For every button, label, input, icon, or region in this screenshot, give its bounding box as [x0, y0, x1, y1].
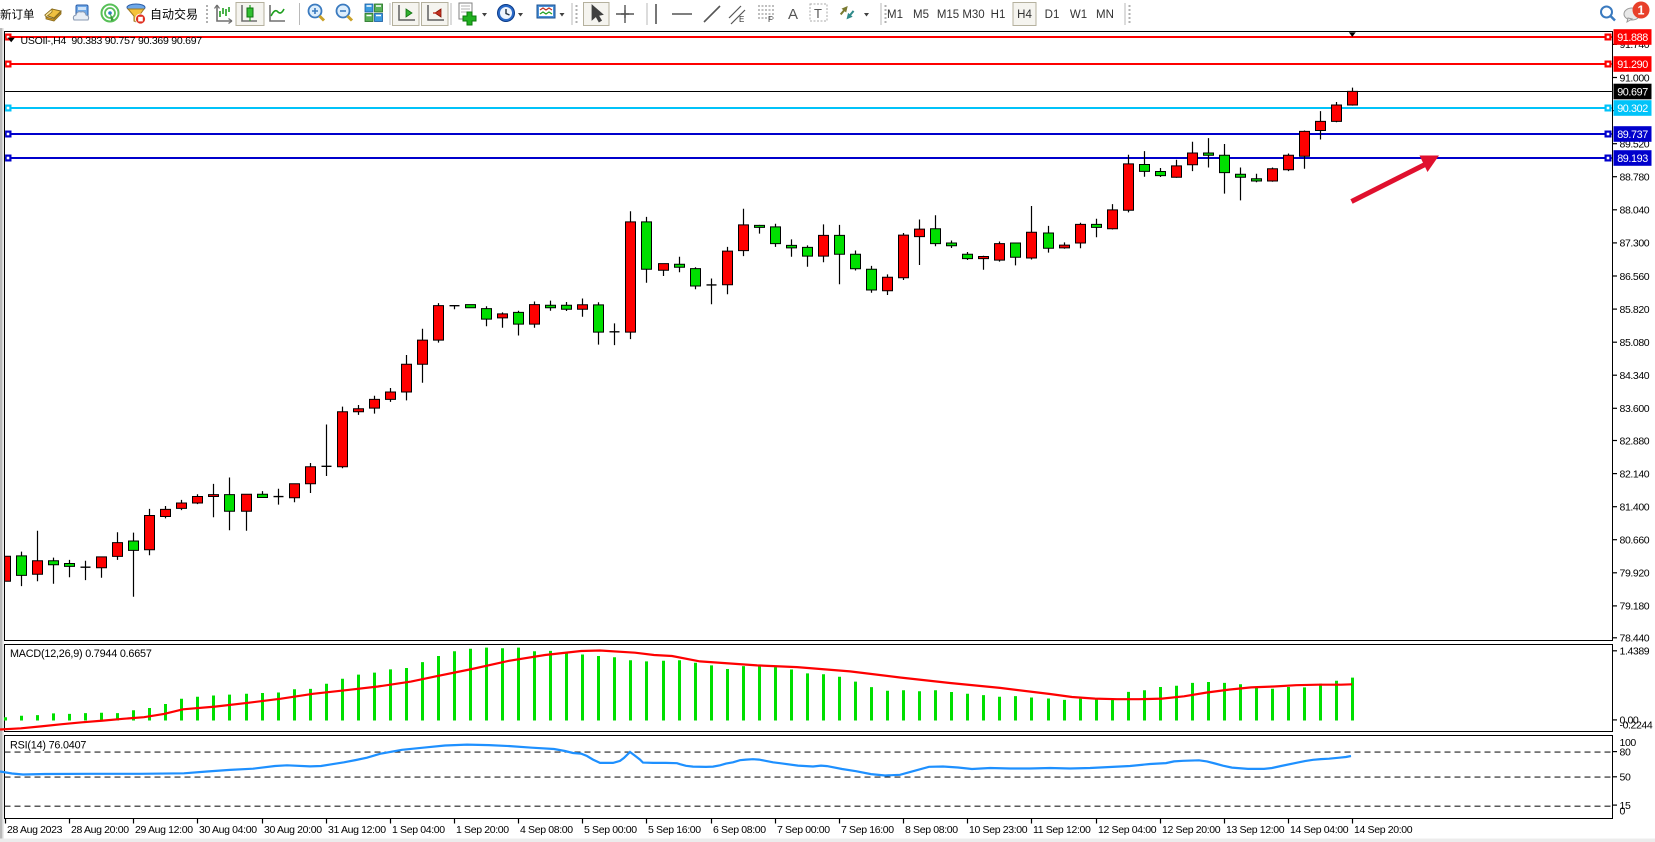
svg-text:M5: M5 — [913, 9, 929, 21]
svg-text:11 Sep 12:00: 11 Sep 12:00 — [1033, 824, 1091, 836]
svg-text:82.140: 82.140 — [1620, 468, 1650, 480]
svg-text:12 Sep 04:00: 12 Sep 04:00 — [1098, 824, 1157, 836]
svg-text:78.440: 78.440 — [1620, 633, 1650, 645]
svg-text:86.560: 86.560 — [1620, 271, 1650, 283]
svg-text:28 Aug 2023: 28 Aug 2023 — [7, 824, 63, 836]
svg-text:M30: M30 — [962, 9, 984, 21]
svg-text:28 Aug 20:00: 28 Aug 20:00 — [71, 824, 129, 836]
svg-text:USOIl-,H4 90.383 90.757 90.36: USOIl-,H4 90.383 90.757 90.369 90.697 — [21, 35, 203, 47]
svg-text:91.888: 91.888 — [1617, 32, 1648, 44]
svg-text:79.920: 79.920 — [1620, 568, 1650, 580]
svg-text:80.660: 80.660 — [1620, 535, 1650, 547]
svg-text:80: 80 — [1620, 746, 1631, 758]
svg-text:-0.2244: -0.2244 — [1620, 720, 1653, 732]
svg-text:5 Sep 00:00: 5 Sep 00:00 — [584, 824, 637, 836]
svg-text:91.000: 91.000 — [1620, 72, 1650, 84]
svg-text:M15: M15 — [937, 9, 959, 21]
svg-text:84.340: 84.340 — [1620, 370, 1650, 382]
svg-text:1: 1 — [1638, 4, 1645, 18]
svg-text:MN: MN — [1096, 9, 1114, 21]
svg-text:H4: H4 — [1017, 9, 1032, 21]
svg-text:E: E — [739, 15, 744, 24]
svg-text:31 Aug 12:00: 31 Aug 12:00 — [328, 824, 386, 836]
svg-text:RSI(14) 76.0407: RSI(14) 76.0407 — [10, 740, 86, 752]
svg-text:29 Aug 12:00: 29 Aug 12:00 — [135, 824, 193, 836]
svg-text:7 Sep 16:00: 7 Sep 16:00 — [841, 824, 894, 836]
svg-text:85.080: 85.080 — [1620, 337, 1650, 349]
svg-text:8 Sep 08:00: 8 Sep 08:00 — [905, 824, 958, 836]
svg-text:W1: W1 — [1070, 9, 1087, 21]
svg-text:91.290: 91.290 — [1617, 59, 1648, 71]
svg-text:0: 0 — [1620, 806, 1626, 818]
svg-text:83.600: 83.600 — [1620, 403, 1650, 415]
svg-text:7 Sep 00:00: 7 Sep 00:00 — [777, 824, 830, 836]
svg-text:90.302: 90.302 — [1617, 103, 1648, 115]
svg-text:14 Sep 04:00: 14 Sep 04:00 — [1290, 824, 1349, 836]
svg-text:F: F — [768, 15, 773, 24]
svg-text:新订单: 新订单 — [0, 8, 35, 22]
svg-text:100: 100 — [1620, 737, 1637, 749]
svg-text:1 Sep 04:00: 1 Sep 04:00 — [392, 824, 445, 836]
svg-text:MACD(12,26,9) 0.7944 0.6657: MACD(12,26,9) 0.7944 0.6657 — [10, 648, 152, 660]
svg-text:90.697: 90.697 — [1617, 86, 1648, 98]
svg-text:自动交易: 自动交易 — [150, 7, 198, 22]
svg-text:79.180: 79.180 — [1620, 601, 1650, 613]
svg-text:85.820: 85.820 — [1620, 304, 1650, 316]
svg-text:6 Sep 08:00: 6 Sep 08:00 — [713, 824, 766, 836]
svg-text:12 Sep 20:00: 12 Sep 20:00 — [1162, 824, 1221, 836]
svg-text:15: 15 — [1620, 800, 1631, 812]
svg-text:5 Sep 16:00: 5 Sep 16:00 — [648, 824, 701, 836]
svg-text:D1: D1 — [1045, 9, 1060, 21]
svg-text:30 Aug 20:00: 30 Aug 20:00 — [264, 824, 322, 836]
svg-text:88.040: 88.040 — [1620, 205, 1650, 217]
svg-text:10 Sep 23:00: 10 Sep 23:00 — [969, 824, 1028, 836]
svg-text:1.4389: 1.4389 — [1620, 646, 1650, 658]
svg-text:1 Sep 20:00: 1 Sep 20:00 — [456, 824, 509, 836]
svg-text:82.880: 82.880 — [1620, 435, 1650, 447]
svg-text:A: A — [788, 6, 798, 23]
svg-text:14 Sep 20:00: 14 Sep 20:00 — [1354, 824, 1413, 836]
svg-text:88.780: 88.780 — [1620, 172, 1650, 184]
svg-text:87.300: 87.300 — [1620, 238, 1650, 250]
svg-text:13 Sep 12:00: 13 Sep 12:00 — [1226, 824, 1285, 836]
svg-text:50: 50 — [1620, 772, 1631, 784]
svg-text:89.737: 89.737 — [1617, 129, 1648, 141]
svg-text:30 Aug 04:00: 30 Aug 04:00 — [199, 824, 257, 836]
svg-text:81.400: 81.400 — [1620, 502, 1650, 514]
svg-text:H1: H1 — [991, 9, 1006, 21]
svg-text:89.193: 89.193 — [1617, 153, 1648, 165]
svg-text:0.00: 0.00 — [1620, 715, 1639, 727]
svg-text:M1: M1 — [887, 9, 903, 21]
svg-text:4 Sep 08:00: 4 Sep 08:00 — [520, 824, 573, 836]
svg-text:T: T — [814, 6, 822, 21]
